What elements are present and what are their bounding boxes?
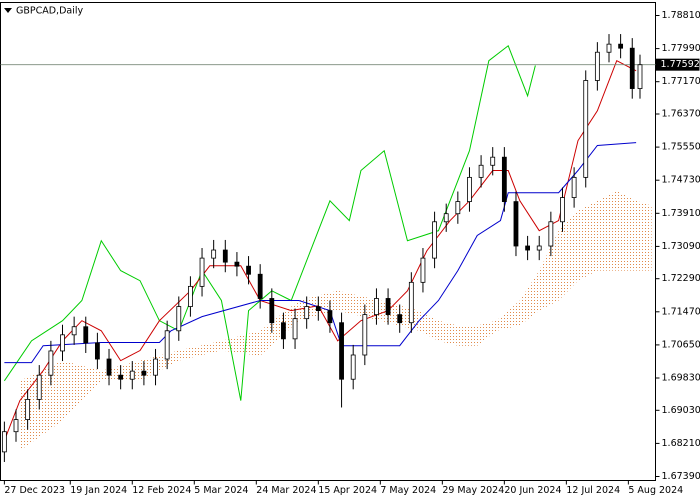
indicator-line bbox=[4, 142, 637, 364]
candle-body bbox=[222, 249, 228, 263]
indicator-line bbox=[3, 44, 536, 401]
indicator-line bbox=[3, 60, 637, 441]
candle-body bbox=[374, 298, 379, 316]
candle-body bbox=[432, 221, 437, 259]
x-tick-label: 27 Dec 2023 bbox=[4, 485, 65, 496]
candle-body bbox=[106, 358, 112, 376]
candle-body bbox=[455, 201, 461, 215]
candle-body bbox=[304, 306, 310, 320]
y-tick-label: 1.73090 bbox=[662, 241, 700, 252]
x-tick-label: 12 Jul 2024 bbox=[566, 485, 620, 496]
candle-body bbox=[618, 43, 624, 49]
candle-body bbox=[188, 285, 193, 307]
candle-body bbox=[71, 326, 77, 336]
chart-title: GBPCAD,Daily bbox=[16, 6, 83, 17]
last-price-box bbox=[655, 58, 700, 71]
y-tick-label: 1.73910 bbox=[662, 208, 700, 219]
candle-body bbox=[13, 419, 19, 433]
candle-body bbox=[83, 326, 89, 344]
plot-frame bbox=[0, 2, 656, 481]
candle-body bbox=[176, 306, 182, 332]
candle-body bbox=[571, 176, 577, 198]
y-tick-label: 1.78810 bbox=[662, 10, 700, 21]
candle-body bbox=[164, 330, 170, 360]
candle-body bbox=[60, 334, 65, 352]
y-tick-label: 1.69830 bbox=[662, 373, 700, 384]
x-tick-label: 5 Aug 2024 bbox=[628, 485, 683, 496]
candle-body bbox=[350, 354, 356, 380]
last-price-label: 1.77592 bbox=[661, 59, 700, 70]
candle-body bbox=[606, 43, 612, 53]
candle-body bbox=[234, 261, 240, 267]
candle-body bbox=[385, 298, 391, 316]
candle-body bbox=[467, 176, 472, 202]
x-tick-label: 7 May 2024 bbox=[380, 485, 436, 496]
x-tick-label: 20 Jun 2024 bbox=[504, 485, 561, 496]
x-tick-label: 12 Feb 2024 bbox=[132, 485, 191, 496]
cloud bbox=[19, 190, 652, 451]
candle-body bbox=[339, 322, 344, 380]
candle-body bbox=[536, 245, 542, 251]
candle-body bbox=[25, 399, 31, 420]
candle-body bbox=[129, 370, 135, 380]
candle-body bbox=[594, 51, 600, 81]
candle-body bbox=[257, 273, 263, 299]
candle-body bbox=[513, 201, 519, 247]
candle-body bbox=[281, 322, 286, 340]
x-tick-label: 19 Jan 2024 bbox=[70, 485, 127, 496]
candle-body bbox=[397, 314, 403, 324]
candle-body bbox=[583, 80, 589, 178]
candle-body bbox=[490, 156, 496, 166]
y-tick-label: 1.72290 bbox=[662, 273, 700, 284]
candle-body bbox=[48, 350, 54, 376]
candle-body bbox=[525, 245, 531, 251]
y-tick-label: 1.69030 bbox=[662, 405, 700, 416]
candle-body bbox=[420, 257, 426, 283]
candle-body bbox=[246, 265, 251, 275]
y-tick-label: 1.67390 bbox=[662, 471, 700, 482]
x-tick-label: 15 Apr 2024 bbox=[318, 485, 377, 496]
candle-body bbox=[269, 298, 275, 324]
candle-body bbox=[118, 374, 124, 380]
candle-body bbox=[478, 164, 484, 178]
candle-body bbox=[501, 156, 507, 202]
candle-body bbox=[94, 342, 100, 360]
y-tick-label: 1.74730 bbox=[662, 175, 700, 186]
candle-body bbox=[548, 221, 554, 247]
candle-body bbox=[327, 310, 333, 324]
candle-body bbox=[408, 281, 414, 324]
candle-body bbox=[637, 64, 643, 89]
x-tick-label: 5 Mar 2024 bbox=[194, 485, 248, 496]
candle-body bbox=[211, 249, 217, 259]
candle-body bbox=[629, 47, 635, 89]
candle-body bbox=[36, 374, 42, 400]
x-tick-label: 29 May 2024 bbox=[442, 485, 504, 496]
y-tick-label: 1.75550 bbox=[662, 142, 700, 153]
y-tick-label: 1.70650 bbox=[662, 339, 700, 350]
y-tick-label: 1.71470 bbox=[662, 306, 700, 317]
candle-body bbox=[560, 197, 565, 223]
candle-body bbox=[315, 306, 321, 311]
candle-body bbox=[141, 370, 147, 376]
menu-arrow bbox=[4, 8, 12, 13]
y-tick-label: 1.68210 bbox=[662, 438, 700, 449]
candle-body bbox=[153, 358, 158, 376]
candle-body bbox=[1, 431, 7, 453]
candle-body bbox=[362, 314, 368, 356]
y-tick-label: 1.77990 bbox=[662, 43, 700, 54]
candle-body bbox=[292, 318, 298, 340]
candle-body bbox=[443, 213, 449, 223]
candle-body bbox=[199, 257, 205, 287]
y-tick-label: 1.77170 bbox=[662, 76, 700, 87]
y-tick-label: 1.76370 bbox=[662, 108, 700, 119]
x-tick-label: 24 Mar 2024 bbox=[256, 485, 316, 496]
